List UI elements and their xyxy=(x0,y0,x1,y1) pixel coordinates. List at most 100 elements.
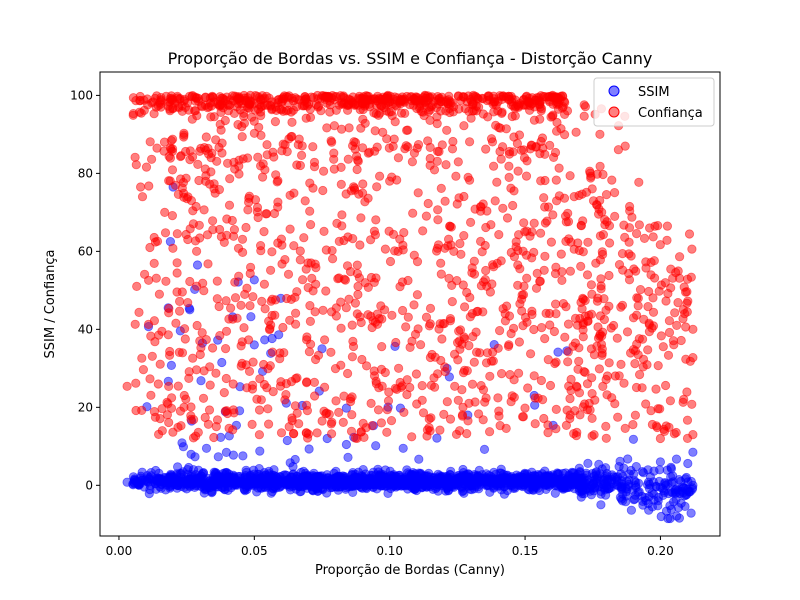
confianca-point xyxy=(463,416,473,426)
confianca-point xyxy=(601,421,611,431)
confianca-point xyxy=(647,323,657,333)
confianca-point xyxy=(634,177,644,187)
confianca-point xyxy=(371,215,381,225)
confianca-point xyxy=(676,335,686,346)
confianca-point xyxy=(369,277,379,287)
confianca-point xyxy=(208,343,218,353)
confianca-point xyxy=(431,246,442,256)
ssim-point xyxy=(520,468,530,478)
confianca-point xyxy=(343,154,353,164)
confianca-point xyxy=(587,413,597,423)
confianca-point xyxy=(571,127,581,137)
confianca-point xyxy=(478,415,488,425)
confianca-point xyxy=(335,91,346,101)
confianca-point xyxy=(612,333,622,343)
confianca-point xyxy=(370,126,380,136)
confianca-point xyxy=(382,134,392,144)
confianca-point xyxy=(498,203,508,213)
ssim-point xyxy=(205,482,215,493)
confianca-point xyxy=(563,208,573,218)
ssim-point xyxy=(604,484,614,494)
confianca-point xyxy=(445,316,455,326)
confianca-point xyxy=(458,280,468,290)
confianca-point xyxy=(584,398,594,408)
confianca-point xyxy=(437,334,447,344)
confianca-point xyxy=(595,195,605,206)
confianca-point xyxy=(391,337,401,348)
legend-marker-ssim xyxy=(608,85,620,97)
confianca-point xyxy=(192,320,202,331)
confianca-point xyxy=(326,347,336,357)
confianca-point xyxy=(203,259,213,269)
confianca-point xyxy=(426,413,436,423)
confianca-point xyxy=(168,144,178,154)
confianca-point xyxy=(535,228,546,238)
confianca-point xyxy=(319,226,329,236)
confianca-point xyxy=(545,140,555,150)
confianca-point xyxy=(173,381,183,391)
confianca-point xyxy=(540,175,550,186)
confianca-point xyxy=(442,125,452,135)
confianca-point xyxy=(556,249,566,259)
confianca-point xyxy=(253,152,263,162)
confianca-point xyxy=(319,335,330,345)
confianca-point xyxy=(290,319,301,329)
ssim-point xyxy=(221,447,231,457)
confianca-point xyxy=(195,233,205,243)
ssim-point xyxy=(236,478,247,488)
confianca-point xyxy=(478,277,489,287)
confianca-point xyxy=(155,413,165,424)
confianca-point xyxy=(458,402,468,412)
confianca-point xyxy=(263,404,273,414)
ssim-point xyxy=(282,435,292,446)
ssim-point xyxy=(253,479,263,489)
confianca-point xyxy=(527,306,537,316)
confianca-point xyxy=(635,284,646,295)
ssim-point xyxy=(196,376,206,386)
confianca-point xyxy=(497,142,508,152)
confianca-point xyxy=(622,327,633,337)
confianca-point xyxy=(395,281,405,292)
confianca-point xyxy=(519,145,529,155)
confianca-point xyxy=(495,123,505,133)
confianca-point xyxy=(658,342,668,352)
confianca-point xyxy=(376,418,386,428)
confianca-point xyxy=(229,231,239,241)
confianca-point xyxy=(289,188,299,198)
confianca-point xyxy=(318,166,329,176)
confianca-point xyxy=(248,357,258,367)
confianca-point xyxy=(275,354,285,364)
confianca-point xyxy=(194,175,204,186)
confianca-point xyxy=(672,320,682,330)
confianca-point xyxy=(217,148,227,158)
confianca-point xyxy=(237,132,247,142)
confianca-point xyxy=(574,356,584,366)
confianca-point xyxy=(252,91,262,101)
confianca-point xyxy=(425,115,435,126)
confianca-point xyxy=(481,144,491,154)
confianca-point xyxy=(358,418,368,428)
confianca-point xyxy=(475,236,486,246)
confianca-point xyxy=(276,234,286,244)
confianca-point xyxy=(283,269,294,279)
confianca-point xyxy=(356,213,366,223)
confianca-point xyxy=(269,152,279,162)
confianca-point xyxy=(218,93,228,103)
confianca-point xyxy=(164,417,174,428)
confianca-point xyxy=(149,258,159,268)
ssim-point xyxy=(628,434,639,444)
confianca-point xyxy=(665,396,676,406)
confianca-point xyxy=(388,141,398,151)
ssim-point xyxy=(665,501,675,511)
confianca-point xyxy=(204,149,214,159)
confianca-point xyxy=(583,237,593,247)
confianca-point xyxy=(389,246,400,256)
confianca-point xyxy=(294,419,304,429)
confianca-point xyxy=(143,100,153,110)
ssim-point xyxy=(638,468,649,478)
confianca-point xyxy=(320,92,330,103)
confianca-point xyxy=(497,108,507,119)
confianca-point xyxy=(397,305,408,316)
ssim-point xyxy=(396,481,406,491)
confianca-point xyxy=(409,148,419,158)
